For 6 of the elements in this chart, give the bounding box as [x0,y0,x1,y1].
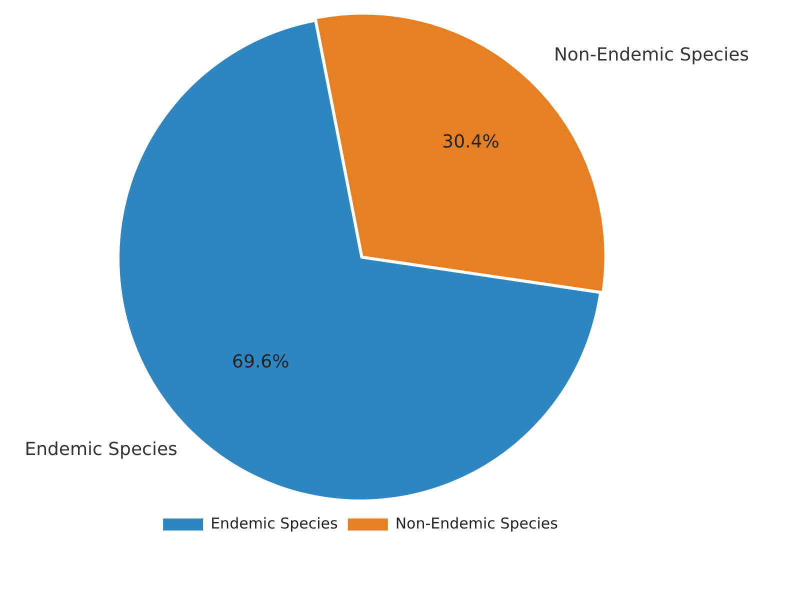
data-label: 30.4% [442,132,500,153]
legend-label: Endemic Species [210,514,338,532]
slice-label: Non-Endemic Species [554,44,750,66]
legend-label: Non-Endemic Species [395,514,558,532]
data-label: 69.6% [232,352,290,373]
slice-label: Endemic Species [24,438,178,460]
